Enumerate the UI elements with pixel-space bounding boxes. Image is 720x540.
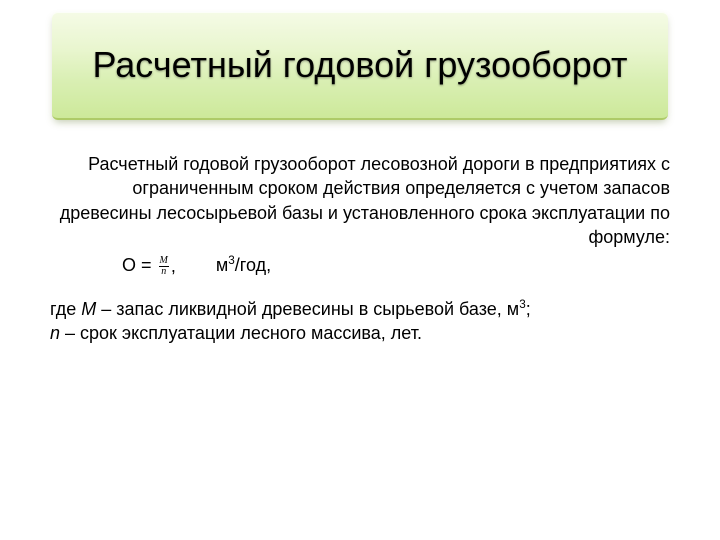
- formula-fraction: Mn: [159, 256, 169, 277]
- def-m: где М – запас ликвидной древесины в сырь…: [50, 297, 670, 321]
- formula-comma: ,: [171, 254, 176, 278]
- intro-paragraph: Расчетный годовой грузооборот лесовозной…: [50, 152, 670, 249]
- body-text: Расчетный годовой грузооборот лесовозной…: [50, 152, 670, 345]
- def-m-desc-suffix: ;: [526, 299, 531, 319]
- def-m-desc-prefix: – запас ликвидной древесины в сырьевой б…: [96, 299, 519, 319]
- def-m-var: М: [81, 299, 96, 319]
- def-n: n – срок эксплуатации лесного массива, л…: [50, 321, 670, 345]
- page-title: Расчетный годовой грузооборот: [72, 44, 647, 86]
- formula-units-prefix: м: [216, 255, 228, 275]
- formula-units-suffix: /год,: [235, 255, 271, 275]
- slide: Расчетный годовой грузооборот Расчетный …: [0, 0, 720, 540]
- formula-lhs: O =: [122, 255, 157, 275]
- formula-numerator: M: [159, 256, 169, 266]
- formula-denominator: n: [159, 266, 169, 277]
- title-box: Расчетный годовой грузооборот: [52, 12, 668, 120]
- def-where: где: [50, 299, 81, 319]
- def-n-var: n: [50, 323, 60, 343]
- formula-line: O = Mn, м3/год,: [50, 253, 670, 278]
- definitions: где М – запас ликвидной древесины в сырь…: [50, 297, 670, 346]
- def-n-desc: – срок эксплуатации лесного массива, лет…: [60, 323, 422, 343]
